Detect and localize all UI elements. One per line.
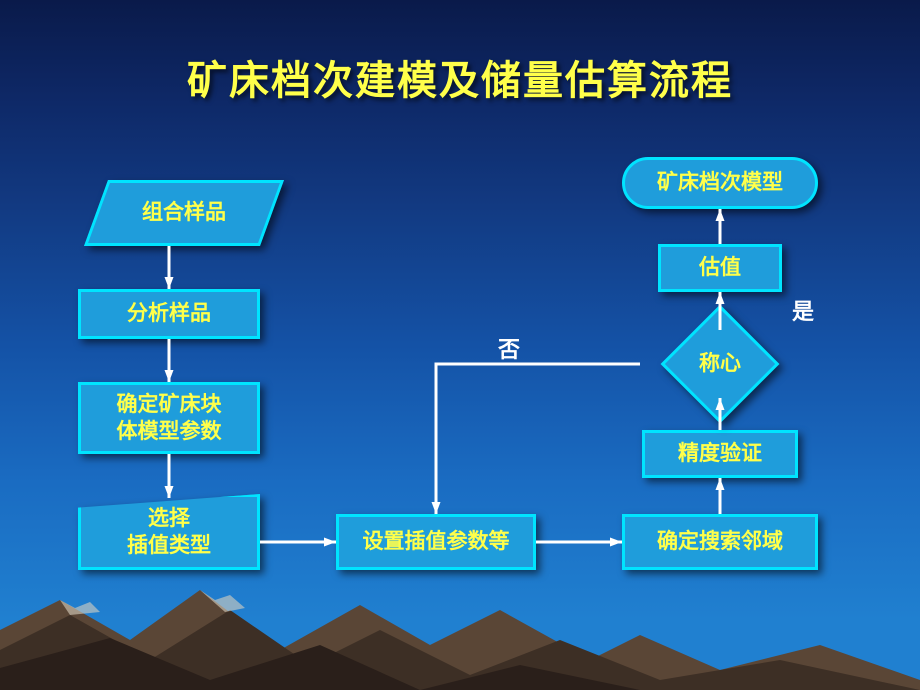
node-determine-search-neighborhood: 确定搜索邻域 xyxy=(622,514,818,570)
node-analyze-samples: 分析样品 xyxy=(78,289,260,339)
node-label: 确定搜索邻域 xyxy=(657,528,783,555)
label-no: 否 xyxy=(498,332,520,364)
node-label: 确定矿床块 体模型参数 xyxy=(117,391,222,446)
node-label: 估值 xyxy=(699,254,741,281)
node-label: 矿床档次模型 xyxy=(657,169,783,196)
label-yes: 是 xyxy=(792,294,814,326)
node-label: 称心 xyxy=(699,350,741,377)
node-determine-block-model-params: 确定矿床块 体模型参数 xyxy=(78,382,260,454)
node-precision-validation: 精度验证 xyxy=(642,430,798,478)
node-set-interpolation-params: 设置插值参数等 xyxy=(336,514,536,570)
node-label: 组合样品 xyxy=(142,199,226,226)
node-label: 选择 插值类型 xyxy=(127,505,211,560)
slide-title: 矿床档次建模及储量估算流程 xyxy=(0,48,920,106)
node-label: 设置插值参数等 xyxy=(363,528,510,555)
node-label: 精度验证 xyxy=(678,440,762,467)
node-estimate: 估值 xyxy=(658,244,782,292)
node-label: 分析样品 xyxy=(127,300,211,327)
node-choose-interpolation-type: 选择 插值类型 xyxy=(78,494,260,570)
node-satisfied-decision: 称心 xyxy=(636,327,804,401)
mountains-decoration xyxy=(0,550,920,690)
node-grade-model-output: 矿床档次模型 xyxy=(622,157,818,209)
node-combine-samples: 组合样品 xyxy=(96,180,272,246)
